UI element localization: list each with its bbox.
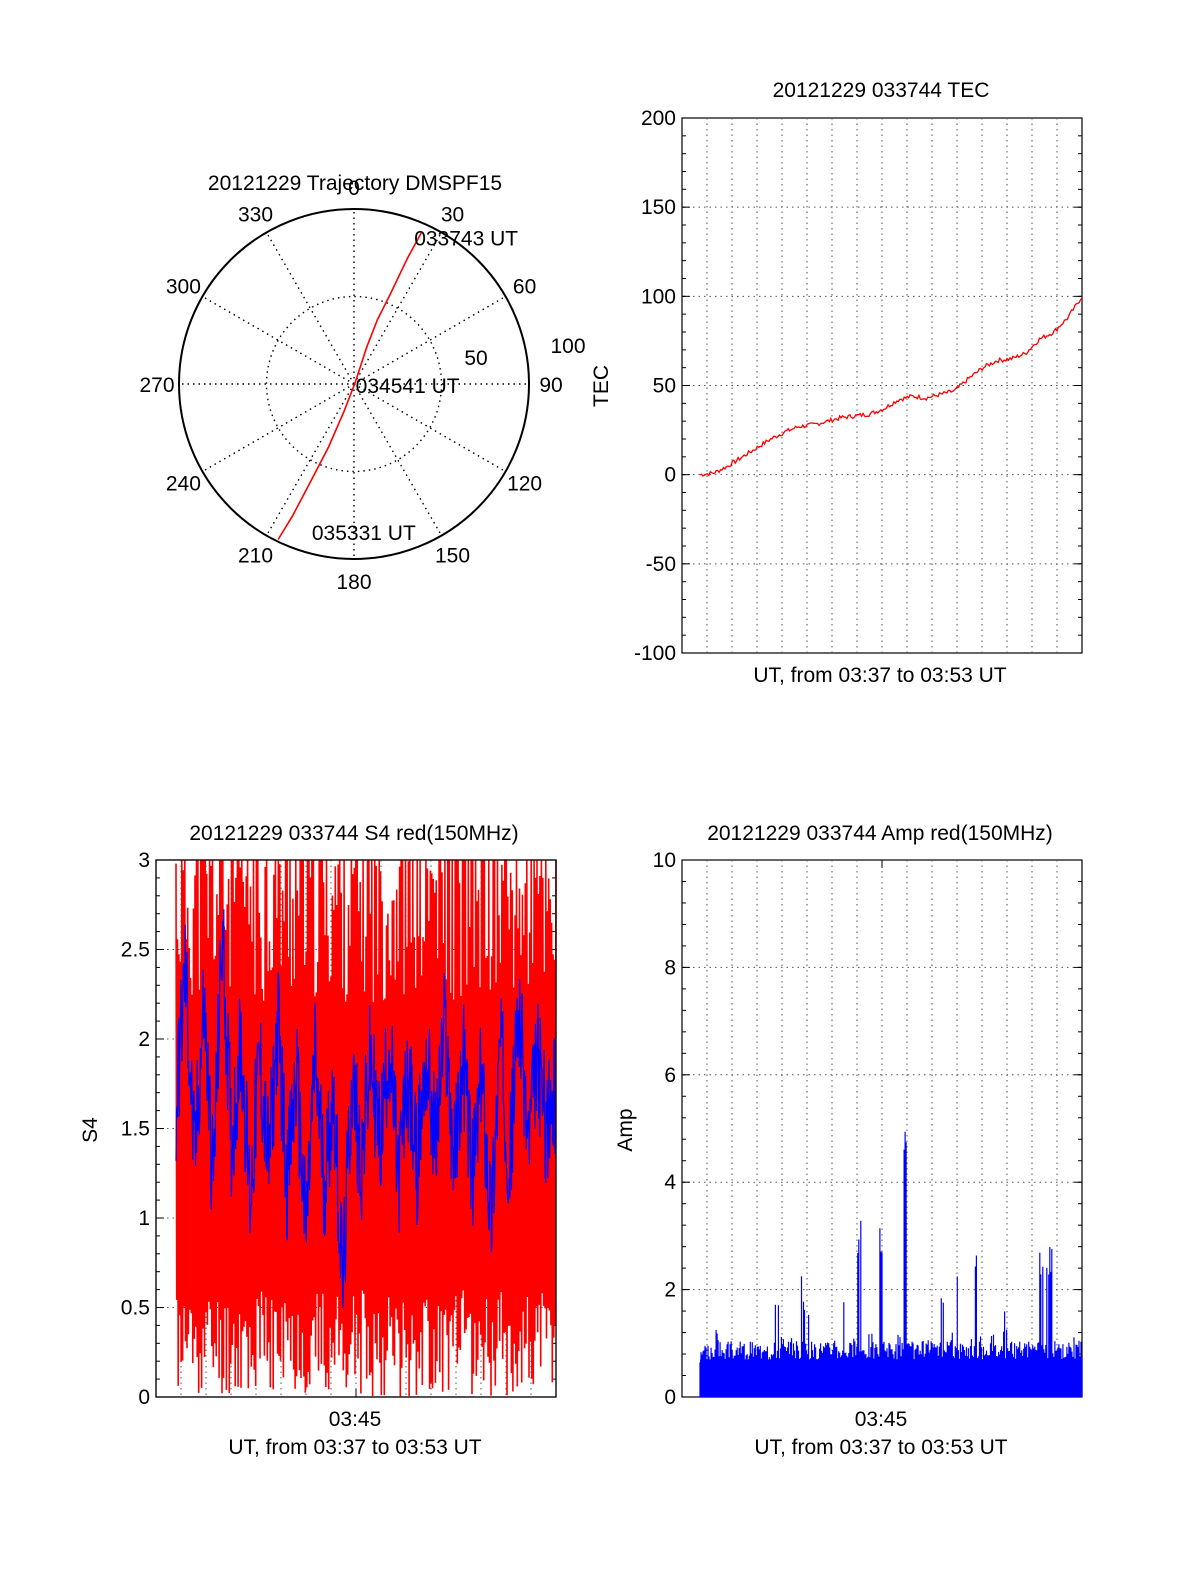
trajectory-time-label: 035331 UT <box>312 522 416 545</box>
polar-angle-label: 150 <box>435 545 470 568</box>
tec-ylabel: TEC <box>590 365 613 407</box>
trajectory-time-label: 034541 UT <box>356 375 460 398</box>
tec-ytick-label: -100 <box>634 642 676 665</box>
trajectory-line <box>277 232 422 540</box>
polar-angle-label: 60 <box>513 276 536 299</box>
s4-ytick-label: 0.5 <box>121 1297 150 1320</box>
amp-xtick: 03:45 <box>855 1408 908 1431</box>
polar-spoke <box>202 383 355 473</box>
tec-ytick-label: 200 <box>641 107 676 130</box>
tec-ytick-label: 50 <box>653 375 676 398</box>
radial-tick-50: 50 <box>464 347 487 370</box>
amp-ytick-label: 0 <box>664 1386 676 1409</box>
polar-angle-label: 300 <box>166 276 201 299</box>
tec-plot-frame <box>681 117 1083 654</box>
polar-angle-label: 0 <box>348 177 360 200</box>
polar-title: 20121229 Trajectory DMSPF15 <box>208 172 502 195</box>
s4-blue-series <box>175 909 557 1309</box>
radial-tick-100: 100 <box>550 335 585 358</box>
s4-ytick-label: 2.5 <box>121 939 150 962</box>
amp-xlabel: UT, from 03:37 to 03:53 UT <box>754 1436 1007 1459</box>
s4-ytick-label: 1 <box>138 1207 150 1230</box>
polar-angle-label: 120 <box>507 473 542 496</box>
tec-xlabel: UT, from 03:37 to 03:53 UT <box>753 664 1006 687</box>
tec-series-line <box>699 297 1083 477</box>
amp-ylabel: Amp <box>614 1108 637 1151</box>
tec-ytick-label: -50 <box>646 553 676 576</box>
s4-ytick-label: 2 <box>138 1028 150 1051</box>
s4-ylabel: S4 <box>79 1117 102 1143</box>
polar-outer-ring <box>178 208 530 560</box>
s4-xlabel: UT, from 03:37 to 03:53 UT <box>228 1436 481 1459</box>
polar-angle-label: 270 <box>139 374 174 397</box>
tec-ytick-label: 100 <box>641 285 676 308</box>
tec-ytick-label: 0 <box>664 464 676 487</box>
s4-panel: 20121229 033744 S4 red(150MHz) S4 03:45 … <box>79 822 557 1459</box>
s4-xtick: 03:45 <box>329 1408 382 1431</box>
amp-title: 20121229 033744 Amp red(150MHz) <box>707 822 1053 845</box>
polar-angle-label: 240 <box>166 473 201 496</box>
polar-angle-label: 90 <box>539 374 562 397</box>
amp-ytick-label: 2 <box>664 1279 676 1302</box>
amp-ytick-label: 6 <box>664 1064 676 1087</box>
amp-ytick-label: 4 <box>664 1171 676 1194</box>
polar-angle-label: 180 <box>336 571 371 594</box>
polar-angle-label: 210 <box>238 545 273 568</box>
s4-ytick-label: 1.5 <box>121 1118 150 1141</box>
polar-spoke <box>353 383 443 536</box>
polar-angle-label: 330 <box>238 203 273 226</box>
amp-series-bars <box>699 1131 1083 1397</box>
polar-trajectory-panel: 20121229 Trajectory DMSPF15 0 30 60 90 120 15… <box>139 172 585 594</box>
amp-panel: 20121229 033744 Amp red(150MHz) Amp 03:4… <box>614 822 1083 1459</box>
polar-angle-label: 30 <box>441 203 464 226</box>
trajectory-time-label: 033743 UT <box>414 228 518 251</box>
s4-plot-frame-top <box>155 859 557 1398</box>
s4-ytick-label: 3 <box>138 849 150 872</box>
tec-title: 20121229 033744 TEC <box>773 79 990 102</box>
s4-ytick-label: 0 <box>138 1386 150 1409</box>
s4-title: 20121229 033744 S4 red(150MHz) <box>189 822 518 845</box>
amp-ytick-label: 8 <box>664 956 676 979</box>
amp-ytick-label: 10 <box>653 849 676 872</box>
polar-ring-50 <box>265 295 443 473</box>
polar-spoke <box>265 383 355 536</box>
polar-spoke <box>265 232 355 385</box>
tec-panel: 20121229 033744 TEC TEC UT, from 03:37 t… <box>590 79 1083 687</box>
polar-spoke <box>353 295 506 385</box>
tec-ytick-label: 150 <box>641 196 676 219</box>
